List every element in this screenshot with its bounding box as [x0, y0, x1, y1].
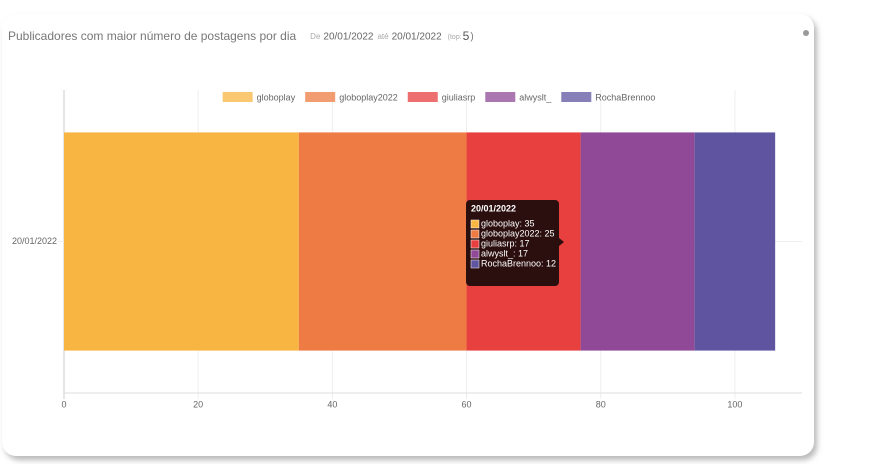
- tooltip-line: globoplay: 35: [481, 218, 535, 228]
- tooltip-swatch: [470, 219, 480, 229]
- x-tick-label: 20: [193, 399, 203, 409]
- header-from: 20/01/2022: [323, 32, 373, 43]
- legend-item: RochaBrennoo: [561, 92, 655, 102]
- legend-label: alwyslt_: [519, 92, 552, 102]
- legend-label: giuliasrp: [442, 92, 476, 102]
- tooltip-line: giuliasrp: 17: [481, 238, 530, 248]
- bar-segment: [298, 132, 467, 351]
- bar-segment: [694, 132, 776, 351]
- x-tick-label: 100: [727, 399, 742, 409]
- x-tick-label: 0: [61, 399, 66, 409]
- header-to: 20/01/2022: [392, 32, 442, 43]
- tooltip-swatch: [470, 259, 480, 269]
- header-to-label: até: [377, 32, 389, 41]
- plot: 0 20 40 60 80 100 20/01/2022: [12, 90, 802, 409]
- y-tick-label: 20/01/2022: [12, 236, 57, 246]
- legend-swatch: [222, 92, 253, 102]
- tooltip-swatch: [470, 249, 480, 259]
- legend-swatch: [561, 92, 592, 102]
- header-top-label: (top:: [448, 34, 462, 41]
- tooltip-swatch: [470, 229, 480, 239]
- legend-label: globoplay: [257, 92, 296, 102]
- menu-dot: [803, 30, 809, 36]
- bar-segment: [64, 132, 299, 351]
- header-title: Publicadores com maior número de postage…: [8, 29, 296, 43]
- legend-swatch: [305, 92, 336, 102]
- legend-item: giuliasrp: [407, 92, 476, 102]
- x-tick-label: 60: [462, 399, 472, 409]
- tooltip-line: alwyslt_: 17: [481, 248, 528, 258]
- legend-label: RochaBrennoo: [595, 92, 655, 102]
- tooltip-caret: [559, 238, 564, 246]
- legend-label: globoplay2022: [339, 92, 398, 102]
- tooltip-line: RochaBrennoo: 12: [481, 258, 556, 268]
- header: Publicadores com maior número de postage…: [8, 29, 474, 43]
- legend-swatch: [485, 92, 516, 102]
- header-top: 5: [463, 29, 470, 43]
- header-top-close: ): [470, 32, 473, 43]
- tooltip-line: globoplay2022: 25: [481, 228, 555, 238]
- header-from-label: De: [310, 32, 321, 41]
- tooltip-swatch: [470, 239, 480, 249]
- legend-swatch: [407, 92, 438, 102]
- tooltip-title: 20/01/2022: [471, 203, 516, 213]
- legend-item: globoplay2022: [305, 92, 398, 102]
- legend-item: alwyslt_: [485, 92, 552, 102]
- tooltip-box: [466, 200, 559, 286]
- x-tick-label: 40: [327, 399, 337, 409]
- x-tick-label: 80: [596, 399, 606, 409]
- legend: globoplay globoplay2022 giuliasrp alwyslt_ R…: [222, 92, 655, 102]
- bar-segment: [580, 132, 695, 351]
- legend-item: globoplay: [222, 92, 296, 102]
